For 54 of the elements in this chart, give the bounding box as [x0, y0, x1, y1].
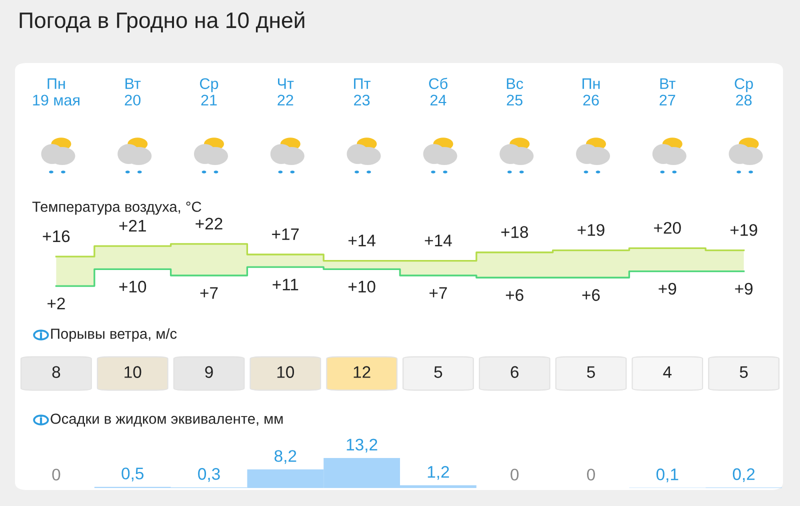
- data-label: 4: [663, 366, 672, 378]
- data-label: 10: [277, 366, 294, 378]
- data-label: 0,2: [732, 468, 755, 482]
- data-label: +11: [272, 278, 298, 290]
- data-label: 0,1: [656, 468, 678, 482]
- x-tick-label: Пт 23: [354, 78, 371, 106]
- x-tick-label: Пн 19 мая: [33, 78, 80, 106]
- data-label: +10: [348, 280, 376, 293]
- text: Порывы ветра, м/с: [51, 328, 177, 342]
- data-label: 8: [52, 366, 60, 378]
- data-label: +14: [348, 234, 376, 246]
- data-label: +18: [501, 226, 528, 238]
- data-label: +9: [658, 282, 676, 295]
- chart-subtitle: Температура воздуха, °C: [32, 202, 202, 215]
- data-label: 5: [740, 366, 748, 378]
- data-label: 9: [205, 366, 213, 378]
- x-tick-label: Ср 21: [200, 78, 218, 106]
- x-tick-label: Вт 20: [124, 78, 141, 106]
- data-label: +9: [735, 282, 753, 295]
- x-tick-label: Вс 25: [506, 78, 524, 106]
- data-label: 13,2: [346, 438, 378, 453]
- data-label: 0: [52, 468, 60, 481]
- data-label: 5: [587, 366, 595, 378]
- x-tick-label: Сб 24: [429, 78, 448, 106]
- data-label: +2: [48, 298, 65, 310]
- x-tick-label: Вт 27: [660, 78, 676, 106]
- chart-title: Погода в Гродно на 10 дней: [20, 11, 304, 33]
- data-label: 1,2: [428, 466, 449, 480]
- data-label: +19: [578, 224, 604, 236]
- data-label: 6: [510, 366, 518, 378]
- data-label: +10: [119, 280, 146, 293]
- data-label: +19: [730, 224, 758, 236]
- data-label: 0: [510, 468, 519, 481]
- data-label: +6: [582, 289, 600, 301]
- data-label: +14: [424, 234, 452, 246]
- data-label: +16: [42, 230, 70, 242]
- x-tick-label: Ср 28: [734, 78, 753, 106]
- data-label: 8,2: [274, 450, 296, 464]
- data-label: +7: [430, 287, 447, 299]
- data-label: 10: [124, 366, 142, 378]
- data-label: +20: [654, 222, 681, 234]
- data-label: +7: [200, 287, 218, 299]
- x-tick-label: Пн 26: [582, 78, 600, 106]
- data-label: +6: [506, 289, 524, 301]
- data-label: 0: [587, 468, 595, 481]
- x-tick-label: Чт 22: [278, 78, 294, 106]
- data-label: +22: [196, 218, 222, 230]
- data-label: 5: [434, 366, 442, 378]
- data-label: 12: [354, 366, 370, 378]
- data-label: +21: [119, 220, 146, 232]
- data-label: 0,3: [198, 468, 220, 482]
- data-label: +17: [272, 228, 299, 240]
- data-label: 0,5: [122, 468, 144, 482]
- chart-title: Осадки в жидком эквиваленте, мм: [50, 414, 283, 427]
